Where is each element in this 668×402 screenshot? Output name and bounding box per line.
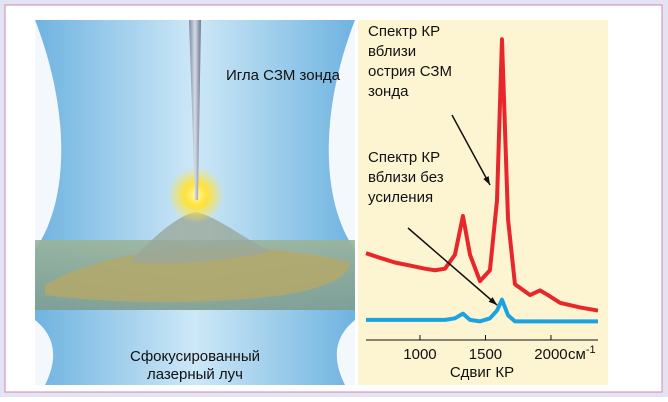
annotation: усиления — [368, 189, 433, 206]
annotation: зонда — [368, 83, 409, 100]
annotation: Спектр КР — [368, 149, 440, 166]
tip-label: Игла СЗМ зонда — [226, 67, 341, 84]
x-tick-label: 2000 — [534, 346, 567, 363]
annotation: вблизи без — [368, 169, 444, 186]
annotation: острия СЗМ — [368, 63, 452, 80]
figure: Игла СЗМ зонда Сфокусированный лазерный … — [0, 0, 668, 397]
x-label: Сдвиг КР — [450, 364, 514, 381]
beam-label: лазерный луч — [147, 366, 243, 383]
x-unit-base: см — [568, 346, 586, 363]
illustration: Игла СЗМ зонда Сфокусированный лазерный … — [35, 20, 355, 385]
annotation: вблизи — [368, 43, 416, 60]
annotation: Спектр КР — [368, 23, 440, 40]
x-tick-label: 1000 — [403, 346, 436, 363]
x-tick-label: 1500 — [469, 346, 502, 363]
x-unit-exponent: -1 — [586, 344, 596, 356]
beam-label: Сфокусированный — [130, 348, 260, 365]
